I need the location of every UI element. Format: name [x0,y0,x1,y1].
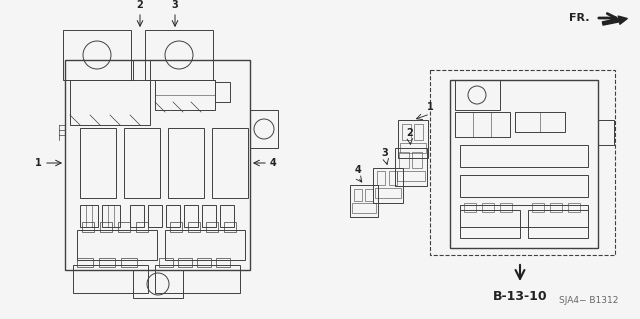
Bar [400,143,426,153]
Bar [568,203,580,212]
Bar [100,222,112,232]
Bar [73,265,148,293]
Bar [250,110,278,148]
Bar [77,230,157,260]
Bar [402,124,411,140]
Bar [460,205,588,227]
Bar [354,189,362,201]
Bar [202,205,216,227]
Bar [220,205,234,227]
Bar [389,171,397,185]
Bar [455,80,500,110]
Text: 2: 2 [406,128,413,138]
Bar [206,222,218,232]
Bar [598,120,614,145]
Bar [464,203,476,212]
Bar [170,222,182,232]
Bar [532,203,544,212]
Bar [399,152,409,168]
Bar [168,128,204,198]
Bar [197,258,211,267]
Bar [82,222,94,232]
Bar [460,145,588,167]
Bar [212,128,248,198]
Bar [216,258,230,267]
Bar [184,205,198,227]
Bar [412,152,422,168]
Bar [121,258,137,267]
Bar [397,171,425,181]
Text: 1: 1 [427,102,433,112]
Bar [460,175,588,197]
Text: B-13-10: B-13-10 [493,290,547,303]
Text: 3: 3 [172,0,179,10]
Bar [414,124,423,140]
Bar [528,210,588,238]
Text: 4: 4 [355,165,362,175]
Bar [450,80,598,248]
Bar [155,265,240,293]
Bar [350,185,378,217]
Bar [118,222,130,232]
Text: SJA4− B1312: SJA4− B1312 [559,296,618,305]
Bar [395,148,427,186]
Bar [148,205,162,227]
Text: 4: 4 [270,158,276,168]
Bar [165,230,245,260]
Bar [430,70,615,255]
Bar [460,210,520,238]
Bar [80,205,98,227]
Bar [145,30,213,80]
Bar [352,203,376,213]
Text: 2: 2 [136,0,143,10]
Bar [124,128,160,198]
Bar [455,112,510,137]
Bar [136,222,148,232]
Bar [224,222,236,232]
Bar [155,80,215,110]
Bar [515,112,565,132]
Bar [70,80,150,125]
Bar [482,203,494,212]
Bar [77,258,93,267]
Bar [99,258,115,267]
Bar [373,168,403,203]
Bar [80,128,116,198]
Bar [365,189,373,201]
Bar [65,60,250,270]
Bar [377,171,385,185]
Bar [215,82,230,102]
Bar [159,258,173,267]
Bar [500,203,512,212]
Text: 3: 3 [381,148,388,158]
Bar [375,188,401,198]
Bar [178,258,192,267]
Bar [130,205,144,227]
Bar [133,270,183,298]
Bar [102,205,120,227]
Bar [155,80,215,95]
Text: 1: 1 [35,158,42,168]
Bar [550,203,562,212]
Bar [188,222,200,232]
Text: FR.: FR. [570,13,590,23]
Bar [398,120,428,158]
Bar [166,205,180,227]
Bar [63,30,131,80]
